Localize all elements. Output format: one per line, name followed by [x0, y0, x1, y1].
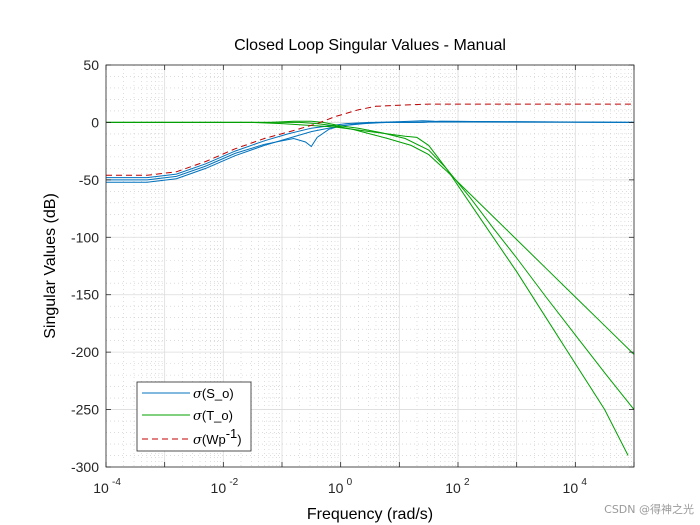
y-tick-label: -200	[71, 344, 99, 360]
y-axis-label: Singular Values (dB)	[42, 193, 59, 339]
legend-entry-to: σ(T_o)	[193, 408, 233, 424]
x-axis-label: Frequency (rad/s)	[307, 506, 433, 523]
series-line-wp-inv	[106, 103, 634, 176]
plot-area-border	[105, 64, 635, 468]
series-line-t-o	[106, 121, 635, 355]
x-tick-label: 10	[93, 480, 109, 496]
series-line-t-o	[106, 120, 635, 410]
x-tick-exponent: 2	[464, 477, 470, 488]
y-tick-label: -300	[71, 459, 99, 475]
x-tick-exponent: -2	[229, 477, 238, 488]
x-tick-exponent: -4	[112, 477, 121, 488]
series-line-s-o	[106, 120, 635, 179]
y-tick-label: -150	[71, 287, 99, 303]
watermark: CSDN @得神之光	[604, 503, 694, 516]
y-tick-label: -250	[71, 402, 99, 418]
series-line-t-o	[106, 121, 629, 456]
chart-title: Closed Loop Singular Values - Manual	[234, 37, 506, 54]
series-line-s-o	[106, 120, 635, 183]
y-tick-label: -100	[71, 229, 99, 245]
y-tick-label: -50	[79, 172, 99, 188]
x-tick-exponent: 4	[581, 477, 587, 488]
grid	[105, 64, 635, 468]
y-tick-label: 50	[83, 57, 99, 73]
legend-entry-so: σ(S_o)	[193, 386, 234, 402]
plot-series	[106, 103, 635, 456]
legend: σ(S_o) σ(T_o) σ(Wp-1)	[136, 381, 252, 452]
y-tick-label: 0	[91, 114, 99, 130]
x-tick-label: 10	[211, 480, 227, 496]
x-tick-label: 10	[328, 480, 344, 496]
legend-entry-wp: σ(Wp-1)	[193, 426, 242, 448]
x-tick-label: 10	[563, 480, 579, 496]
x-tick-label: 10	[445, 480, 461, 496]
x-tick-exponent: 0	[347, 477, 353, 488]
